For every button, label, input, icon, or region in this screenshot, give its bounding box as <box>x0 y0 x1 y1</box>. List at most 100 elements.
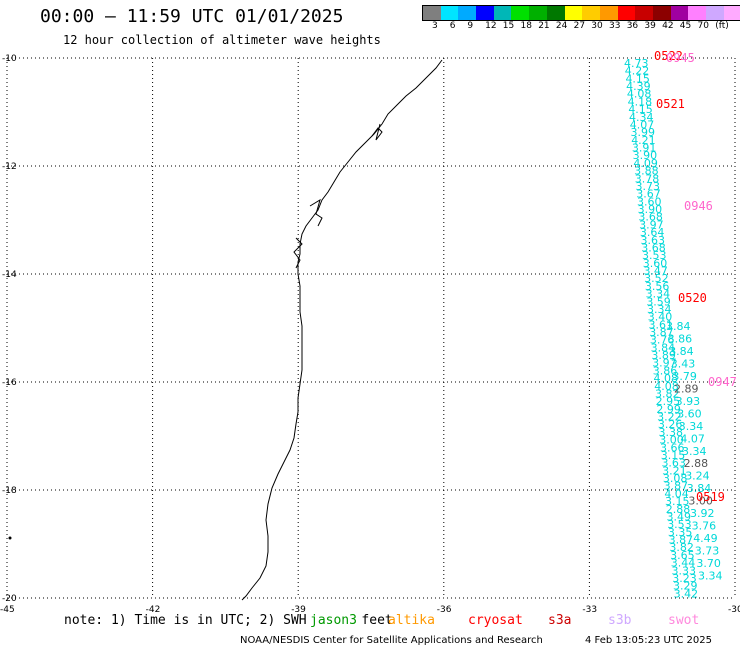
colorbar-swatch <box>440 6 459 20</box>
swh-reading: 3.73 <box>636 180 661 193</box>
colorbar-label: 12 <box>485 21 497 31</box>
swh-reading: 3.99 <box>630 126 655 139</box>
colorbar-swatch <box>476 6 494 20</box>
colorbar-label: 9 <box>467 21 474 31</box>
swh-reading: 3.91 <box>632 142 657 155</box>
swh-reading: 4.21 <box>631 134 656 147</box>
colorbar-label: (ft) <box>715 21 729 31</box>
swh-reading: 4.73 <box>624 57 649 70</box>
colorbar-swatch <box>423 6 441 20</box>
swh-reading: 2.95 <box>656 395 681 408</box>
swh-reading: 2.89 <box>674 382 699 395</box>
coast-bay <box>309 198 323 227</box>
swh-reading: 3.63 <box>641 234 666 247</box>
swh-reading: 3.64 <box>640 226 665 239</box>
swh-reading: 3.88 <box>634 165 659 178</box>
colorbar-swatch <box>546 6 565 20</box>
swh-reading: 3.82 <box>669 541 694 554</box>
swh-reading: 3.21 <box>662 464 687 477</box>
satellite-legend-item: swot <box>668 613 700 628</box>
swh-reading: 3.43 <box>671 357 696 370</box>
swh-reading: 3.97 <box>639 218 664 231</box>
swh-reading: 3.92 <box>690 507 715 520</box>
colorbar-label: 27 <box>573 21 586 31</box>
lat-tick-label: -14 <box>2 270 17 280</box>
colorbar-swatch <box>493 6 512 20</box>
colorbar-swatch <box>706 6 724 20</box>
swh-reading: 3.61 <box>648 318 673 331</box>
lon-tick-label: -42 <box>146 605 161 615</box>
swh-reading: 3.82 <box>655 387 680 400</box>
swh-reading: 3.65 <box>670 549 695 562</box>
swh-reading: 3.79 <box>672 370 697 383</box>
swh-reading: 3.53 <box>667 518 692 531</box>
swh-reading: 3.34 <box>698 570 723 583</box>
colorbar-label: 45 <box>679 21 692 31</box>
colorbar-swatch <box>723 6 740 20</box>
colorbar-label: 70 <box>697 21 709 31</box>
swh-reading: 3.08 <box>663 472 688 485</box>
swh-reading: 4.08 <box>654 372 679 385</box>
swh-reading: 3.68 <box>641 241 666 254</box>
lat-tick-label: -12 <box>2 162 17 172</box>
lon-tick-label: -45 <box>0 605 15 615</box>
lat-tick-label: -18 <box>2 486 17 496</box>
map-subtitle: 12 hour collection of altimeter wave hei… <box>63 33 381 47</box>
lat-tick-label: -16 <box>2 378 17 388</box>
colorbar-label: 36 <box>626 21 639 31</box>
coast-bay <box>371 123 383 141</box>
coast-inlet <box>293 237 303 269</box>
swh-reading: 3.70 <box>696 557 721 570</box>
lon-tick-label: -30 <box>728 605 740 615</box>
swh-reading: 3.00 <box>688 495 713 508</box>
swh-reading: 3.26 <box>658 418 683 431</box>
swh-reading: 3.76 <box>692 520 717 533</box>
swh-reading: 4.15 <box>625 72 650 85</box>
colorbar-label: 30 <box>591 21 603 31</box>
swh-reading: 2.99 <box>656 403 681 416</box>
pass-time-label: 0520 <box>678 291 707 305</box>
swh-reading: 3.40 <box>648 311 673 324</box>
swh-reading: 3.24 <box>685 470 710 483</box>
swh-reading: 3.87 <box>649 326 674 339</box>
swh-reading: 3.86 <box>668 332 693 345</box>
swh-reading: 4.15 <box>628 103 653 116</box>
satellite-legend-item: s3a <box>548 613 572 628</box>
swh-reading: 3.60 <box>677 407 702 420</box>
swh-reading: 3.38 <box>659 426 684 439</box>
colorbar-swatch <box>511 6 530 20</box>
swh-reading: 3.35 <box>668 526 693 539</box>
swh-reading: 3.34 <box>647 303 672 316</box>
lat-tick-label: -10 <box>2 54 17 64</box>
coastline <box>241 59 443 601</box>
colorbar-label: 42 <box>662 21 674 31</box>
swh-reading: 3.84 <box>666 320 691 333</box>
swh-reading: 3.93 <box>676 395 701 408</box>
swh-reading: 3.15 <box>665 495 690 508</box>
swh-reading: 3.90 <box>633 149 658 162</box>
map-title: 00:00 – 11:59 UTC 01/01/2025 <box>40 6 344 27</box>
swh-reading: 3.63 <box>661 457 686 470</box>
swh-reading: 3.76 <box>650 334 675 347</box>
pass-time-label: 0946 <box>684 199 713 213</box>
lon-tick-label: -36 <box>437 605 452 615</box>
swh-reading: 4.22 <box>625 65 650 78</box>
colorbar-label: 3 <box>432 21 438 31</box>
swh-reading: 3.84 <box>669 345 694 358</box>
colorbar-swatch <box>670 6 689 20</box>
swh-reading: 2.88 <box>666 503 691 516</box>
timestamp-text: 4 Feb 13:05:23 UTC 2025 <box>585 635 712 646</box>
pass-time-label: 0945 <box>666 51 695 65</box>
colorbar-label: 24 <box>555 21 568 31</box>
swh-reading: 4.09 <box>633 157 658 170</box>
swh-reading: 3.86 <box>653 364 678 377</box>
colorbar-swatch <box>599 6 618 20</box>
swh-reading: 3.84 <box>651 341 676 354</box>
swh-reading: 3.73 <box>695 545 720 558</box>
swh-reading: 3.60 <box>643 257 668 270</box>
swh-reading: 3.67 <box>636 188 661 201</box>
swh-reading: 3.33 <box>672 564 697 577</box>
swh-reading: 4.08 <box>627 88 652 101</box>
swh-reading: 4.18 <box>628 95 653 108</box>
swh-reading: 3.66 <box>660 441 685 454</box>
